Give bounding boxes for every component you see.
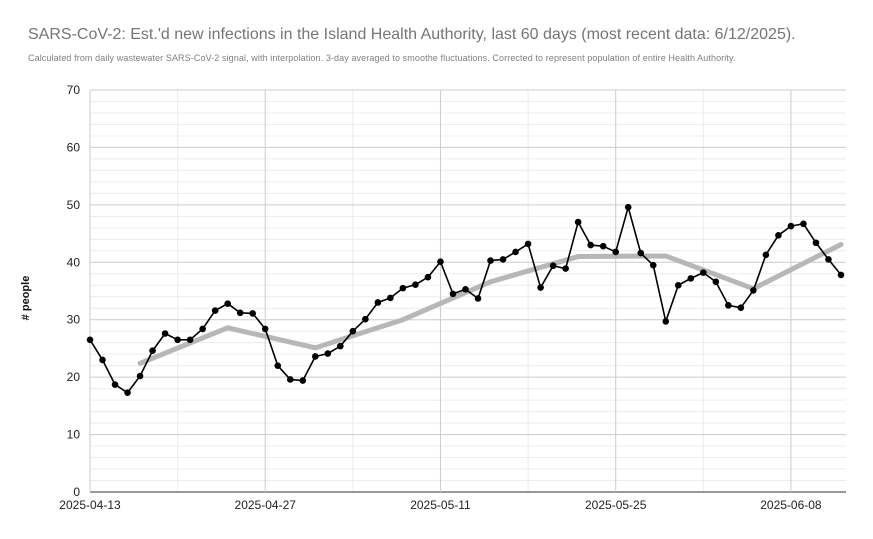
- y-tick-label: 10: [67, 428, 81, 442]
- data-point: [624, 203, 632, 211]
- data-point: [574, 218, 582, 226]
- data-point: [712, 278, 720, 286]
- y-tick-label: 50: [67, 198, 81, 212]
- chart-title: SARS-CoV-2: Est.'d new infections in the…: [28, 26, 796, 43]
- data-point: [111, 381, 119, 388]
- data-point: [449, 290, 457, 298]
- y-tick-label: 30: [67, 313, 81, 327]
- data-point: [249, 310, 257, 317]
- data-point: [474, 295, 482, 302]
- data-point: [136, 372, 144, 380]
- data-point: [211, 307, 219, 314]
- data-point: [374, 299, 382, 306]
- data-point: [412, 281, 419, 288]
- data-point: [349, 327, 357, 335]
- data-point: [286, 376, 294, 383]
- chart-subtitle: Calculated from daily wastewater SARS-Co…: [28, 53, 736, 63]
- data-point: [261, 325, 269, 333]
- data-point: [311, 353, 319, 360]
- data-point: [399, 284, 407, 292]
- data-point: [825, 256, 832, 263]
- data-point: [337, 342, 344, 350]
- data-point: [687, 275, 695, 282]
- data-point: [512, 248, 519, 256]
- x-tick-label: 2025-05-25: [585, 498, 647, 512]
- data-point: [837, 271, 845, 279]
- data-point: [524, 240, 532, 248]
- y-tick-label: 20: [67, 370, 81, 384]
- data-point: [599, 242, 607, 250]
- data-point: [649, 261, 657, 269]
- data-point: [549, 262, 557, 270]
- series-line-daily: [89, 206, 842, 394]
- data-point: [787, 222, 795, 230]
- data-point: [224, 300, 231, 307]
- x-tick-label: 2025-04-27: [235, 498, 297, 512]
- data-point: [637, 249, 645, 257]
- data-point: [812, 239, 820, 247]
- data-point: [762, 251, 770, 259]
- data-point: [562, 265, 569, 272]
- data-point: [149, 347, 156, 355]
- data-point: [775, 231, 782, 239]
- data-point: [737, 304, 745, 311]
- data-point: [437, 258, 444, 266]
- data-point: [299, 377, 307, 384]
- data-point: [499, 256, 507, 263]
- x-tick-label: 2025-04-13: [59, 498, 121, 512]
- data-point: [362, 315, 369, 323]
- data-point: [587, 241, 594, 249]
- data-point: [537, 284, 544, 291]
- data-point: [487, 257, 494, 264]
- data-point: [725, 302, 732, 309]
- y-tick-label: 40: [67, 255, 81, 269]
- data-point: [199, 325, 206, 333]
- data-point: [86, 336, 94, 344]
- data-point: [324, 350, 332, 357]
- data-point: [662, 318, 670, 325]
- y-tick-label: 70: [67, 83, 81, 97]
- data-point: [700, 269, 707, 276]
- x-tick-label: 2025-06-08: [760, 498, 822, 512]
- series-line-trend: [137, 241, 844, 366]
- data-point: [161, 330, 169, 337]
- data-point: [186, 336, 194, 344]
- data-point: [612, 248, 619, 256]
- data-point: [424, 273, 432, 281]
- y-tick-label: 60: [67, 140, 81, 154]
- y-tick-label: 0: [73, 485, 80, 499]
- data-point: [124, 389, 131, 396]
- data-point: [462, 285, 469, 293]
- data-point: [674, 281, 682, 289]
- x-tick-label: 2025-05-11: [410, 498, 471, 512]
- data-point: [99, 356, 106, 364]
- data-point: [800, 220, 807, 228]
- data-point: [174, 336, 181, 344]
- data-point: [274, 362, 282, 369]
- data-point: [236, 309, 244, 317]
- data-point: [750, 287, 757, 294]
- data-point: [387, 294, 394, 302]
